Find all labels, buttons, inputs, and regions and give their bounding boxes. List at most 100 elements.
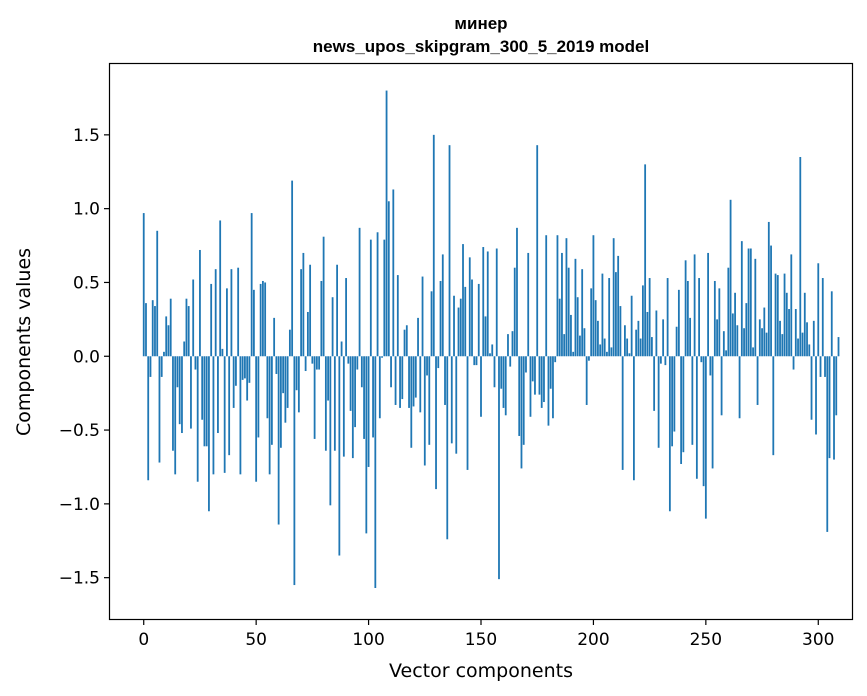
bar-27 [203, 356, 206, 447]
bar-271 [752, 347, 754, 357]
bar-274 [758, 319, 761, 357]
bar-301 [819, 356, 822, 377]
y-tick-label: 0.0 [73, 347, 100, 367]
bar-133 [441, 254, 444, 357]
bar-173 [531, 356, 534, 382]
bar-97 [360, 356, 363, 388]
bar-294 [803, 292, 806, 357]
bar-139 [455, 356, 458, 454]
bar-1 [145, 303, 147, 357]
bar-154 [489, 353, 491, 357]
bar-206 [606, 351, 608, 357]
bar-144 [466, 356, 469, 470]
bar-205 [603, 338, 606, 357]
bar-132 [439, 280, 442, 357]
bar-240 [682, 356, 685, 453]
chart-title-line1: минер [454, 14, 507, 33]
bar-183 [554, 356, 557, 363]
bar-33 [217, 356, 219, 434]
bar-6 [156, 230, 159, 357]
bar-244 [691, 356, 694, 445]
bar-119 [410, 356, 413, 448]
y-tick-label: 1.5 [73, 126, 100, 146]
bar-53 [262, 280, 264, 357]
bar-214 [624, 325, 626, 357]
bar-282 [776, 275, 779, 357]
bar-157 [495, 248, 498, 357]
bar-185 [558, 298, 561, 357]
bar-259 [725, 350, 727, 357]
bar-35 [221, 348, 224, 357]
bar-227 [653, 356, 656, 411]
bar-60 [277, 356, 280, 525]
bar-46 [246, 356, 249, 401]
bar-189 [567, 267, 570, 357]
bar-278 [767, 221, 770, 357]
bar-43 [239, 356, 242, 475]
bar-90 [345, 278, 347, 357]
bar-74 [309, 264, 312, 357]
bar-213 [621, 356, 624, 470]
x-tick-label: 0 [138, 630, 149, 650]
bar-251 [707, 252, 709, 357]
bar-113 [396, 275, 399, 357]
bar-179 [545, 235, 548, 357]
bar-245 [693, 254, 696, 357]
bar-5 [154, 306, 156, 357]
bar-287 [788, 309, 790, 357]
bar-138 [453, 295, 455, 357]
bar-12 [169, 298, 172, 357]
bar-188 [565, 238, 568, 357]
bar-59 [275, 356, 278, 374]
bar-247 [698, 278, 700, 357]
bar-159 [500, 356, 503, 389]
bar-200 [592, 235, 595, 357]
bar-67 [293, 356, 296, 586]
bar-243 [689, 317, 692, 357]
bar-142 [462, 244, 464, 357]
bar-309 [837, 337, 840, 357]
bar-96 [358, 227, 361, 357]
bar-57 [270, 356, 273, 445]
bar-73 [306, 311, 309, 357]
bar-210 [615, 272, 617, 357]
bar-111 [392, 189, 395, 357]
bar-222 [641, 285, 644, 357]
bar-209 [612, 238, 615, 357]
bar-234 [668, 356, 671, 512]
bar-292 [799, 156, 802, 357]
bar-83 [329, 356, 332, 506]
bar-109 [387, 201, 390, 357]
bar-140 [457, 307, 460, 357]
bar-170 [525, 356, 527, 373]
bar-20 [187, 306, 190, 357]
y-axis-label: Components values [13, 248, 35, 436]
bar-26 [201, 356, 204, 420]
bar-2 [147, 356, 150, 481]
bar-10 [165, 316, 168, 357]
bar-257 [720, 356, 723, 416]
bar-149 [477, 283, 480, 357]
bar-4 [151, 300, 154, 357]
bar-258 [722, 331, 725, 357]
y-tick-label: −1.0 [59, 495, 100, 515]
bar-18 [183, 341, 186, 357]
bar-277 [765, 332, 768, 357]
bar-160 [502, 356, 505, 408]
bar-47 [248, 356, 251, 383]
bar-191 [572, 351, 575, 357]
x-tick-label: 300 [802, 630, 834, 650]
bar-115 [401, 356, 404, 400]
bar-123 [419, 356, 422, 413]
bar-217 [630, 295, 633, 357]
bar-23 [194, 356, 197, 370]
bar-22 [192, 279, 195, 357]
bar-238 [677, 289, 680, 357]
bar-276 [763, 307, 766, 357]
bar-71 [302, 252, 305, 357]
bar-14 [174, 356, 177, 475]
x-tick-label: 50 [245, 630, 267, 650]
bar-168 [520, 356, 523, 469]
bar-36 [223, 356, 226, 473]
bar-175 [536, 145, 539, 357]
